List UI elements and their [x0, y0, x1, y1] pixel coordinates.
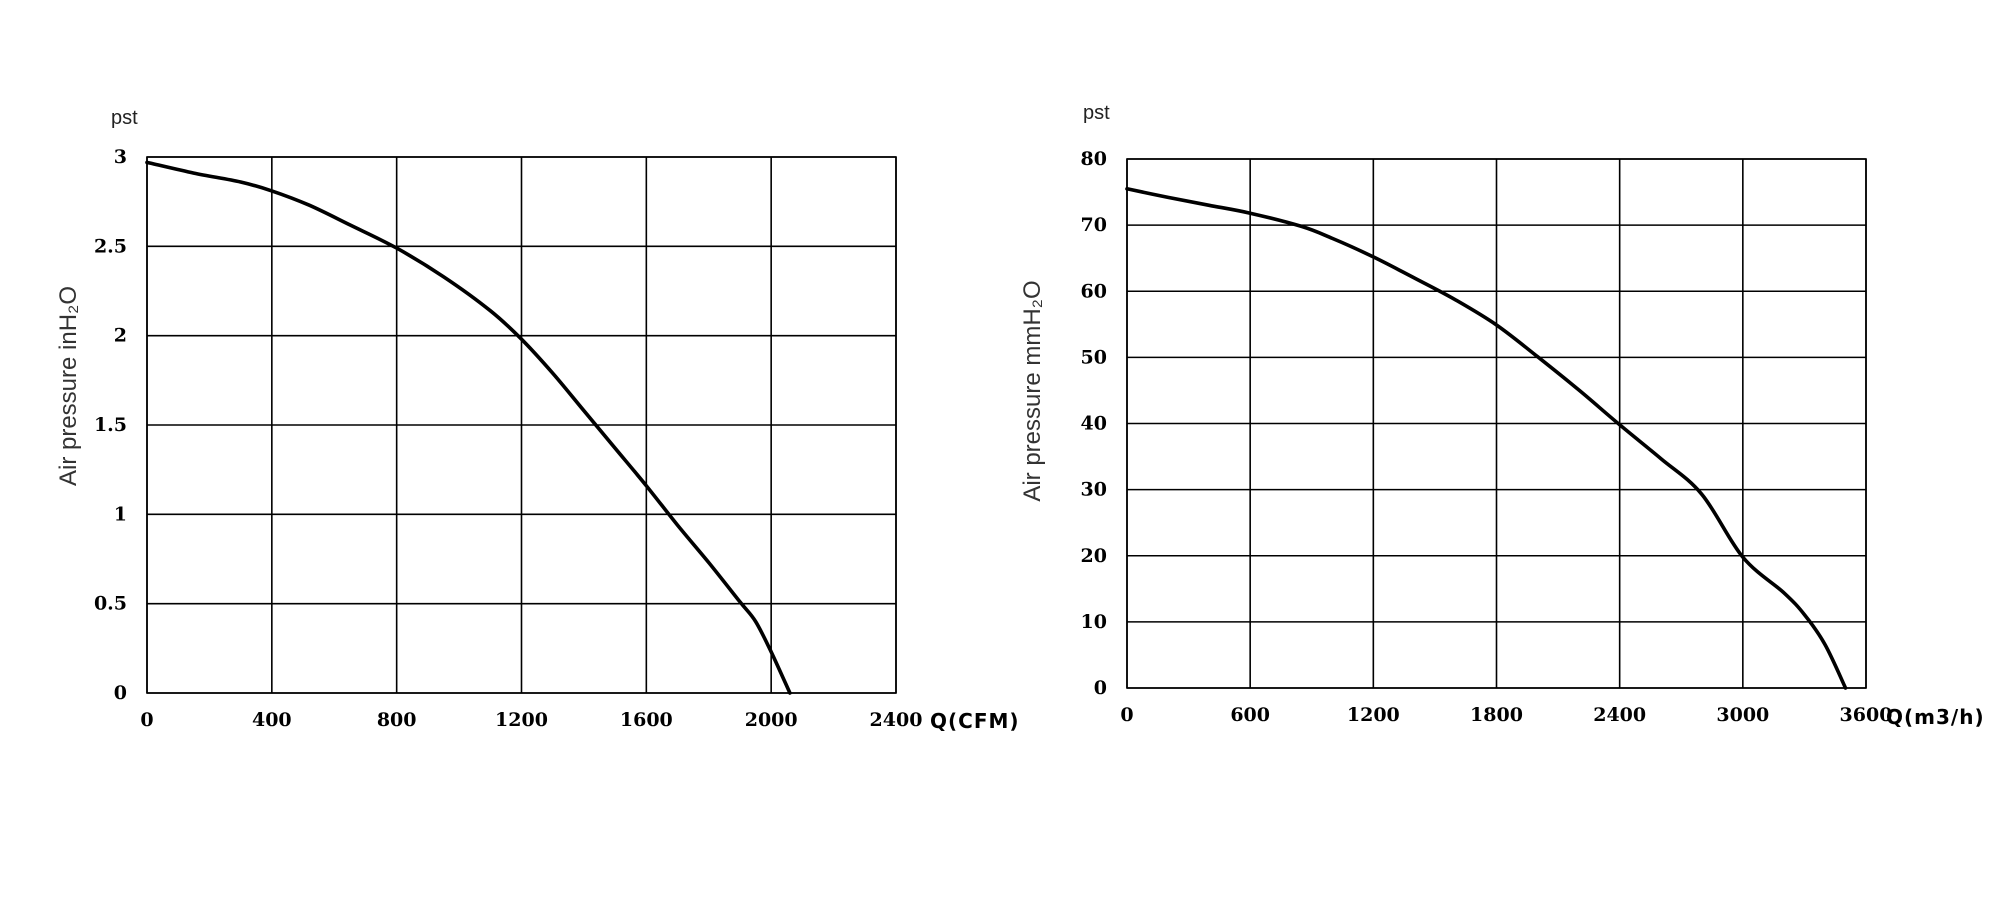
y-tick-label: 30 [1081, 479, 1107, 501]
grid [146, 156, 897, 694]
x-tick-label: 3600 [1840, 704, 1893, 726]
y-ticks: 0 0.5 1 1.5 2 2.5 3 [94, 146, 127, 704]
x-tick-label: 2400 [870, 709, 923, 731]
y-tick-label: 60 [1081, 280, 1107, 302]
plot-frame [1126, 158, 1867, 689]
x-tick-label: 0 [140, 709, 153, 731]
x-tick-label: 800 [377, 709, 417, 731]
x-tick-label: 1600 [620, 709, 673, 731]
y-axis-label: Air pressure mmH₂O [1019, 280, 1046, 501]
x-tick-label: 1200 [1347, 704, 1400, 726]
plot-frame [146, 156, 897, 694]
x-tick-label: 600 [1230, 704, 1270, 726]
x-ticks: 0 400 800 1200 1600 2000 2400 [140, 709, 922, 731]
y-tick-label: 80 [1081, 148, 1107, 170]
chart-m3h: pst Air pressure mmH₂O Q(m3/h) 0 600 1200 1… [1019, 102, 1985, 729]
y-axis-label: Air pressure inH₂O [55, 286, 82, 486]
x-tick-label: 400 [252, 709, 292, 731]
y-tick-label: 0 [1094, 677, 1107, 699]
x-tick-label: 1800 [1470, 704, 1523, 726]
x-tick-label: 2400 [1593, 704, 1646, 726]
chart-cfm: pst Air pressure inH₂O Q(CFM) 0 400 800 120… [55, 107, 1020, 733]
x-ticks: 0 600 1200 1800 2400 3000 3600 [1120, 704, 1892, 726]
corner-label: pst [111, 107, 138, 129]
pressure-curve [1125, 187, 1848, 690]
y-tick-label: 2 [114, 325, 127, 347]
y-ticks: 0 10 20 30 40 50 60 70 80 [1081, 148, 1107, 699]
x-axis-label: Q(m3/h) [1886, 705, 1985, 729]
x-tick-label: 0 [1120, 704, 1133, 726]
y-tick-label: 2.5 [94, 235, 127, 257]
y-tick-label: 20 [1081, 545, 1107, 567]
x-axis-label: Q(CFM) [930, 709, 1020, 733]
x-tick-label: 2000 [745, 709, 798, 731]
x-tick-label: 1200 [495, 709, 548, 731]
x-tick-label: 3000 [1716, 704, 1769, 726]
y-tick-label: 70 [1081, 214, 1107, 236]
pressure-curve [145, 160, 792, 695]
y-tick-label: 10 [1081, 611, 1107, 633]
y-tick-label: 50 [1081, 346, 1107, 368]
y-tick-label: 0 [114, 682, 127, 704]
grid [1126, 158, 1867, 689]
y-tick-label: 3 [114, 146, 127, 168]
y-tick-label: 1 [114, 503, 127, 525]
y-tick-label: 1.5 [94, 414, 127, 436]
corner-label: pst [1083, 102, 1110, 124]
y-tick-label: 40 [1081, 413, 1107, 435]
y-tick-label: 0.5 [94, 593, 127, 615]
